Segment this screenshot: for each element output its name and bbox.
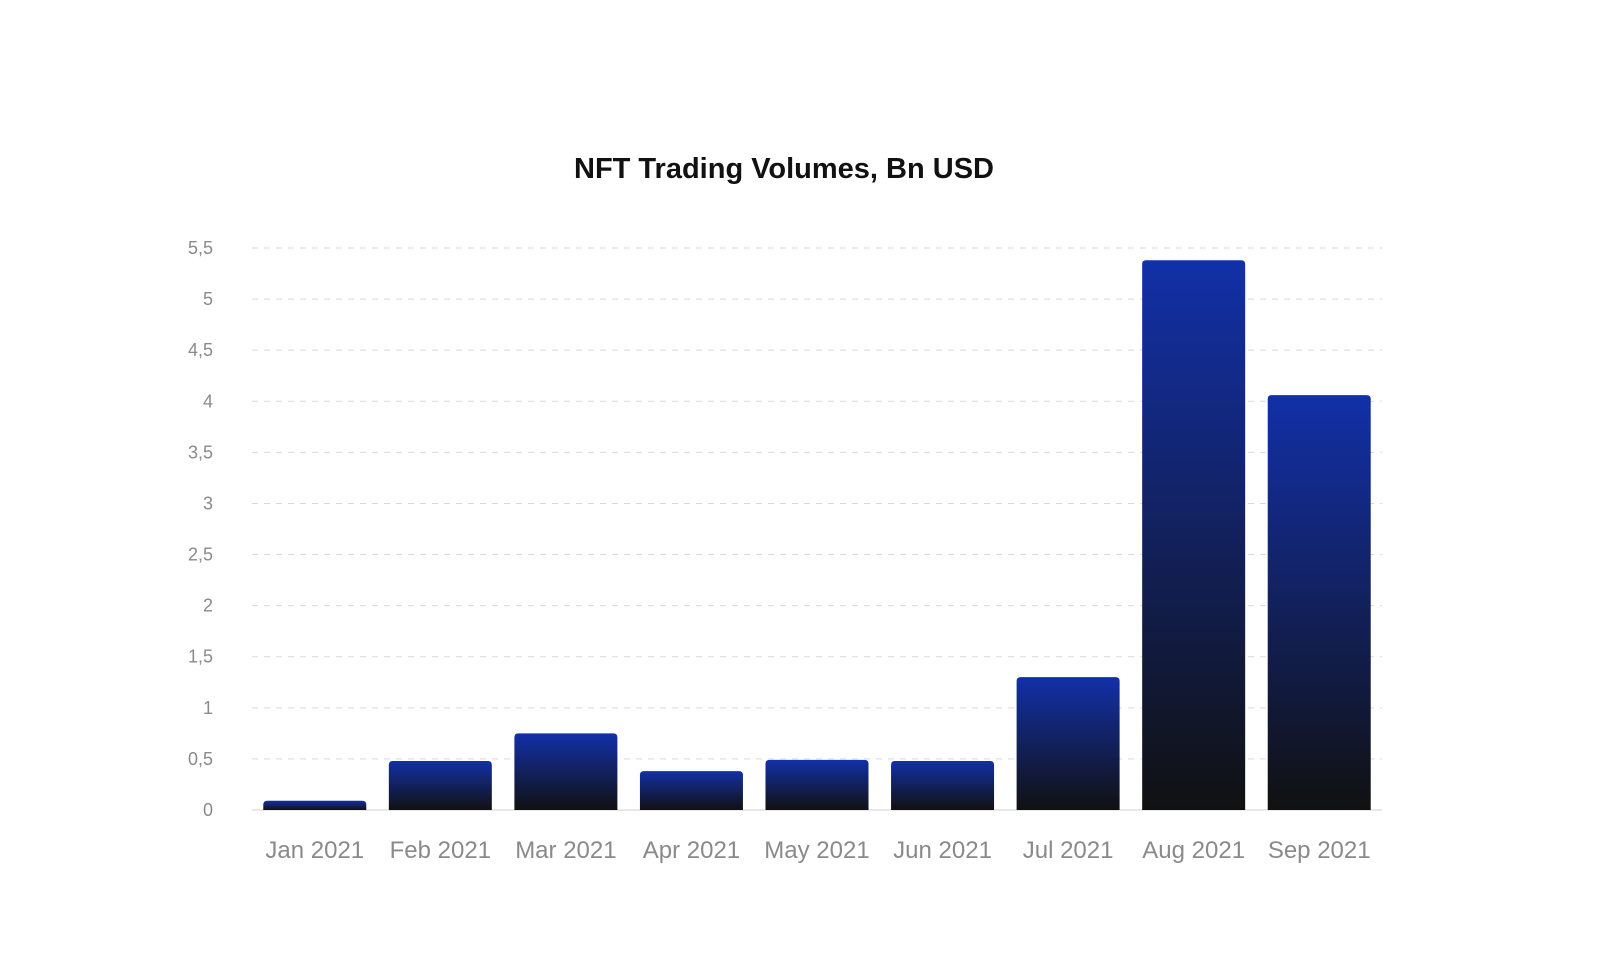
x-tick-label: Jul 2021 xyxy=(1023,837,1114,864)
x-tick-label: Jan 2021 xyxy=(265,837,364,864)
bar-jul-2021 xyxy=(1016,677,1120,810)
y-tick-label: 1,5 xyxy=(188,647,213,667)
y-tick-label: 1 xyxy=(203,698,213,718)
y-tick-label: 0,5 xyxy=(188,749,213,769)
bar-mar-2021 xyxy=(514,733,618,810)
bars xyxy=(263,260,1371,810)
x-tick-label: May 2021 xyxy=(764,837,869,864)
y-tick-label: 0 xyxy=(203,800,213,820)
x-tick-label: Apr 2021 xyxy=(643,837,740,864)
x-tick-label: Aug 2021 xyxy=(1142,837,1245,864)
x-tick-label: Mar 2021 xyxy=(515,837,616,864)
y-tick-label: 4,5 xyxy=(188,340,213,360)
y-tick-label: 4 xyxy=(203,391,213,411)
bar-jan-2021 xyxy=(263,800,367,810)
bar-feb-2021 xyxy=(388,760,492,810)
y-tick-label: 2 xyxy=(203,596,213,616)
y-tick-label: 5,5 xyxy=(188,238,213,258)
y-tick-label: 3 xyxy=(203,493,213,513)
x-tick-label: Jun 2021 xyxy=(893,837,992,864)
y-tick-label: 3,5 xyxy=(188,442,213,462)
x-tick-label: Feb 2021 xyxy=(390,837,491,864)
bar-aug-2021 xyxy=(1142,260,1246,810)
x-axis-ticks: Jan 2021 Feb 2021 Mar 2021 Apr 2021 May 2021… xyxy=(265,837,1370,864)
bar-sep-2021 xyxy=(1267,395,1371,810)
bar-apr-2021 xyxy=(639,771,743,810)
y-tick-label: 5 xyxy=(203,289,213,309)
y-axis-ticks: 0 0,5 1 1,5 2 2,5 3 3,5 4 4,5 5 5,5 xyxy=(188,238,213,820)
x-tick-label: Sep 2021 xyxy=(1268,837,1371,864)
chart-title: NFT Trading Volumes, Bn USD xyxy=(574,153,994,185)
bar-jun-2021 xyxy=(891,760,995,810)
y-tick-label: 2,5 xyxy=(188,545,213,565)
bar-may-2021 xyxy=(765,759,869,810)
